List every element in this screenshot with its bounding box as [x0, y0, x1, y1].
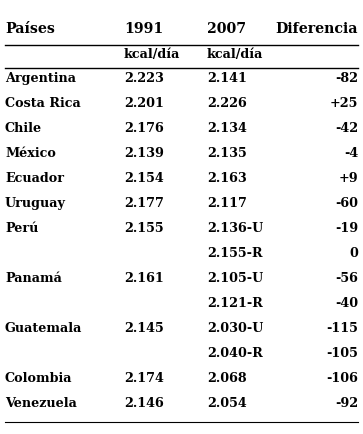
Text: 2.105-U: 2.105-U — [207, 272, 263, 285]
Text: Diferencia: Diferencia — [276, 22, 358, 36]
Text: Costa Rica: Costa Rica — [5, 97, 81, 110]
Text: -106: -106 — [326, 372, 358, 385]
Text: -92: -92 — [335, 397, 358, 410]
Text: Países: Países — [5, 22, 55, 36]
Text: kcal/día: kcal/día — [207, 48, 263, 61]
Text: 2.146: 2.146 — [124, 397, 164, 410]
Text: 2.161: 2.161 — [124, 272, 164, 285]
Text: 2.155: 2.155 — [124, 222, 163, 235]
Text: -42: -42 — [335, 122, 358, 135]
Text: 2.174: 2.174 — [124, 372, 164, 385]
Text: Venezuela: Venezuela — [5, 397, 77, 410]
Text: 2.177: 2.177 — [124, 197, 164, 210]
Text: kcal/día: kcal/día — [124, 48, 180, 61]
Text: 2.136-U: 2.136-U — [207, 222, 263, 235]
Text: +9: +9 — [338, 172, 358, 185]
Text: 2.117: 2.117 — [207, 197, 246, 210]
Text: Uruguay: Uruguay — [5, 197, 66, 210]
Text: México: México — [5, 147, 56, 160]
Text: -82: -82 — [335, 72, 358, 85]
Text: -60: -60 — [335, 197, 358, 210]
Text: Argentina: Argentina — [5, 72, 76, 85]
Text: 2.176: 2.176 — [124, 122, 164, 135]
Text: 0: 0 — [349, 247, 358, 260]
Text: 2.154: 2.154 — [124, 172, 164, 185]
Text: 2.223: 2.223 — [124, 72, 164, 85]
Text: 2.135: 2.135 — [207, 147, 246, 160]
Text: -19: -19 — [335, 222, 358, 235]
Text: -4: -4 — [344, 147, 358, 160]
Text: +25: +25 — [330, 97, 358, 110]
Text: Ecuador: Ecuador — [5, 172, 64, 185]
Text: 2.163: 2.163 — [207, 172, 246, 185]
Text: 2.068: 2.068 — [207, 372, 246, 385]
Text: Chile: Chile — [5, 122, 42, 135]
Text: Panamá: Panamá — [5, 272, 62, 285]
Text: 2.134: 2.134 — [207, 122, 246, 135]
Text: -40: -40 — [335, 297, 358, 310]
Text: -115: -115 — [326, 322, 358, 335]
Text: 1991: 1991 — [124, 22, 163, 36]
Text: 2.201: 2.201 — [124, 97, 164, 110]
Text: 2.145: 2.145 — [124, 322, 164, 335]
Text: Guatemala: Guatemala — [5, 322, 82, 335]
Text: 2.139: 2.139 — [124, 147, 164, 160]
Text: 2.155-R: 2.155-R — [207, 247, 262, 260]
Text: -56: -56 — [335, 272, 358, 285]
Text: Colombia: Colombia — [5, 372, 73, 385]
Text: Perú: Perú — [5, 222, 38, 235]
Text: 2.141: 2.141 — [207, 72, 246, 85]
Text: 2.054: 2.054 — [207, 397, 246, 410]
Text: 2.030-U: 2.030-U — [207, 322, 263, 335]
Text: 2007: 2007 — [207, 22, 246, 36]
Text: 2.226: 2.226 — [207, 97, 246, 110]
Text: 2.040-R: 2.040-R — [207, 347, 262, 360]
Text: -105: -105 — [326, 347, 358, 360]
Text: 2.121-R: 2.121-R — [207, 297, 262, 310]
